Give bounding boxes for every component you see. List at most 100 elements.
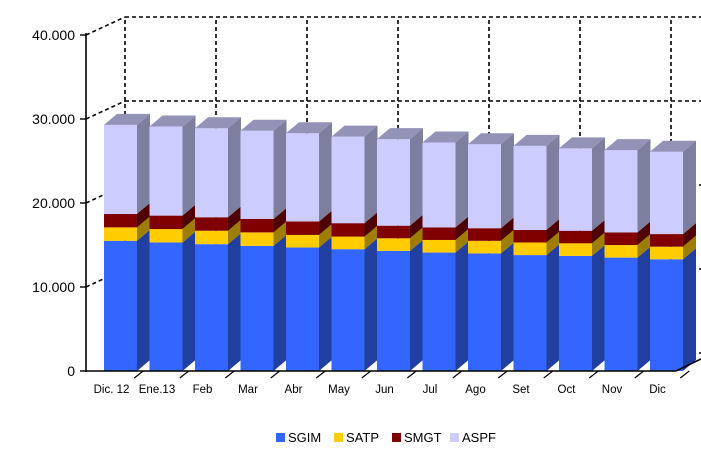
x-tick bbox=[315, 370, 326, 379]
bar-top-face bbox=[331, 125, 378, 137]
x-tick-label: Ene.13 bbox=[139, 384, 175, 396]
bar-segment-smgt bbox=[240, 207, 287, 233]
bar-side-face bbox=[364, 125, 378, 224]
bar-segment-smgt bbox=[650, 223, 696, 247]
bar-segment-sgim bbox=[377, 239, 423, 371]
bar-side-face bbox=[319, 210, 332, 235]
bar-top-face bbox=[104, 113, 150, 125]
bar-side-face bbox=[410, 227, 423, 251]
bar-side-face bbox=[410, 128, 423, 226]
legend-label-satp: SATP bbox=[346, 430, 379, 445]
x-tick bbox=[588, 370, 599, 379]
bar-segment-sgim bbox=[650, 248, 696, 371]
bar-segment-sgim bbox=[104, 229, 150, 371]
bar-side-face bbox=[637, 234, 651, 258]
bar-side-face bbox=[455, 228, 469, 253]
bar-segment-satp bbox=[513, 231, 560, 256]
x-tick-label: May bbox=[328, 384, 350, 396]
bar-segment-satp bbox=[559, 232, 605, 256]
bar-front-face bbox=[422, 252, 456, 371]
bar-front-face bbox=[331, 136, 365, 224]
legend-swatch-satp bbox=[334, 433, 343, 442]
bar-top-face bbox=[468, 133, 514, 145]
bar-segment-satp bbox=[331, 225, 378, 250]
bar-top-face bbox=[240, 119, 287, 131]
bar-front-face bbox=[286, 133, 319, 222]
bar-front-face bbox=[559, 148, 592, 231]
bar-front-face bbox=[104, 227, 137, 241]
bar-side-face bbox=[364, 238, 378, 371]
bar-front-face bbox=[513, 255, 547, 371]
bar-side-face bbox=[683, 235, 696, 260]
bar-front-face bbox=[468, 253, 501, 371]
x-tick-label: Dic bbox=[649, 384, 666, 396]
bar-front-face bbox=[377, 139, 410, 226]
bar-segment-aspf bbox=[377, 128, 423, 226]
bar-side-face bbox=[501, 229, 514, 254]
y-tick-label: 40.000 bbox=[32, 27, 75, 43]
bar-front-face bbox=[331, 236, 365, 250]
bar-front-face bbox=[559, 255, 592, 371]
bar-segment-smgt bbox=[604, 221, 651, 245]
bar-segment-smgt bbox=[468, 217, 514, 241]
side-wall-gridline bbox=[85, 16, 126, 36]
bar-front-face bbox=[468, 144, 501, 229]
bar-segment-aspf bbox=[104, 113, 150, 214]
bar-segment-satp bbox=[104, 216, 150, 241]
bar-segment-sgim bbox=[149, 231, 196, 371]
bar-front-face bbox=[604, 150, 638, 233]
bar-front-face bbox=[286, 221, 319, 235]
bar-segment-satp bbox=[286, 223, 332, 248]
bar-front-face bbox=[104, 240, 137, 371]
bar-front-face bbox=[104, 213, 137, 228]
bar-segment-satp bbox=[149, 218, 196, 243]
bar-side-face bbox=[364, 212, 378, 237]
bar-front-face bbox=[650, 151, 683, 235]
bar-front-face bbox=[195, 217, 228, 231]
x-tick-label: Nov bbox=[602, 384, 623, 396]
bar-top-face bbox=[286, 122, 332, 134]
bar-front-face bbox=[195, 230, 228, 245]
bar-segment-aspf bbox=[513, 134, 560, 230]
x-tick bbox=[452, 370, 463, 379]
bar-front-face bbox=[604, 232, 638, 245]
bar-segment-sgim bbox=[422, 241, 469, 371]
bar-segment-smgt bbox=[149, 204, 196, 230]
bar-side-face bbox=[455, 216, 469, 240]
x-tick bbox=[224, 370, 235, 379]
bar-side-face bbox=[501, 242, 514, 371]
bar-segment-sgim bbox=[286, 236, 332, 371]
bar-segment-sgim bbox=[513, 244, 560, 371]
x-tick bbox=[179, 370, 190, 379]
bar-top-face bbox=[195, 117, 241, 129]
floor-right-edge bbox=[675, 358, 701, 372]
bar-front-face bbox=[377, 250, 410, 371]
bar-top-face bbox=[149, 115, 196, 127]
bar-side-face bbox=[182, 204, 196, 230]
bar-side-face bbox=[592, 137, 605, 231]
bar-segment-aspf bbox=[240, 119, 287, 219]
x-tick-label: Abr bbox=[285, 384, 303, 396]
bar-segment-aspf bbox=[195, 117, 241, 218]
bar-side-face bbox=[501, 133, 514, 229]
bar-front-face bbox=[377, 225, 410, 239]
x-tick-label: Mar bbox=[238, 384, 258, 396]
legend-swatch-sgim bbox=[276, 433, 285, 442]
x-tick bbox=[543, 370, 554, 379]
bar-segment-sgim bbox=[468, 242, 514, 371]
bar-front-face bbox=[240, 232, 274, 246]
bar-side-face bbox=[683, 223, 696, 247]
bar-side-face bbox=[546, 218, 560, 243]
x-tick bbox=[634, 370, 645, 379]
bar-side-face bbox=[137, 229, 150, 371]
legend-label-sgim: SGIM bbox=[288, 430, 321, 445]
bar-side-face bbox=[228, 219, 241, 245]
bar-segment-satp bbox=[422, 228, 469, 253]
bar-front-face bbox=[331, 223, 365, 237]
bar-front-face bbox=[286, 247, 319, 371]
bar-side-face bbox=[455, 241, 469, 371]
bar-segment-aspf bbox=[149, 115, 196, 216]
bar-front-face bbox=[149, 126, 183, 216]
